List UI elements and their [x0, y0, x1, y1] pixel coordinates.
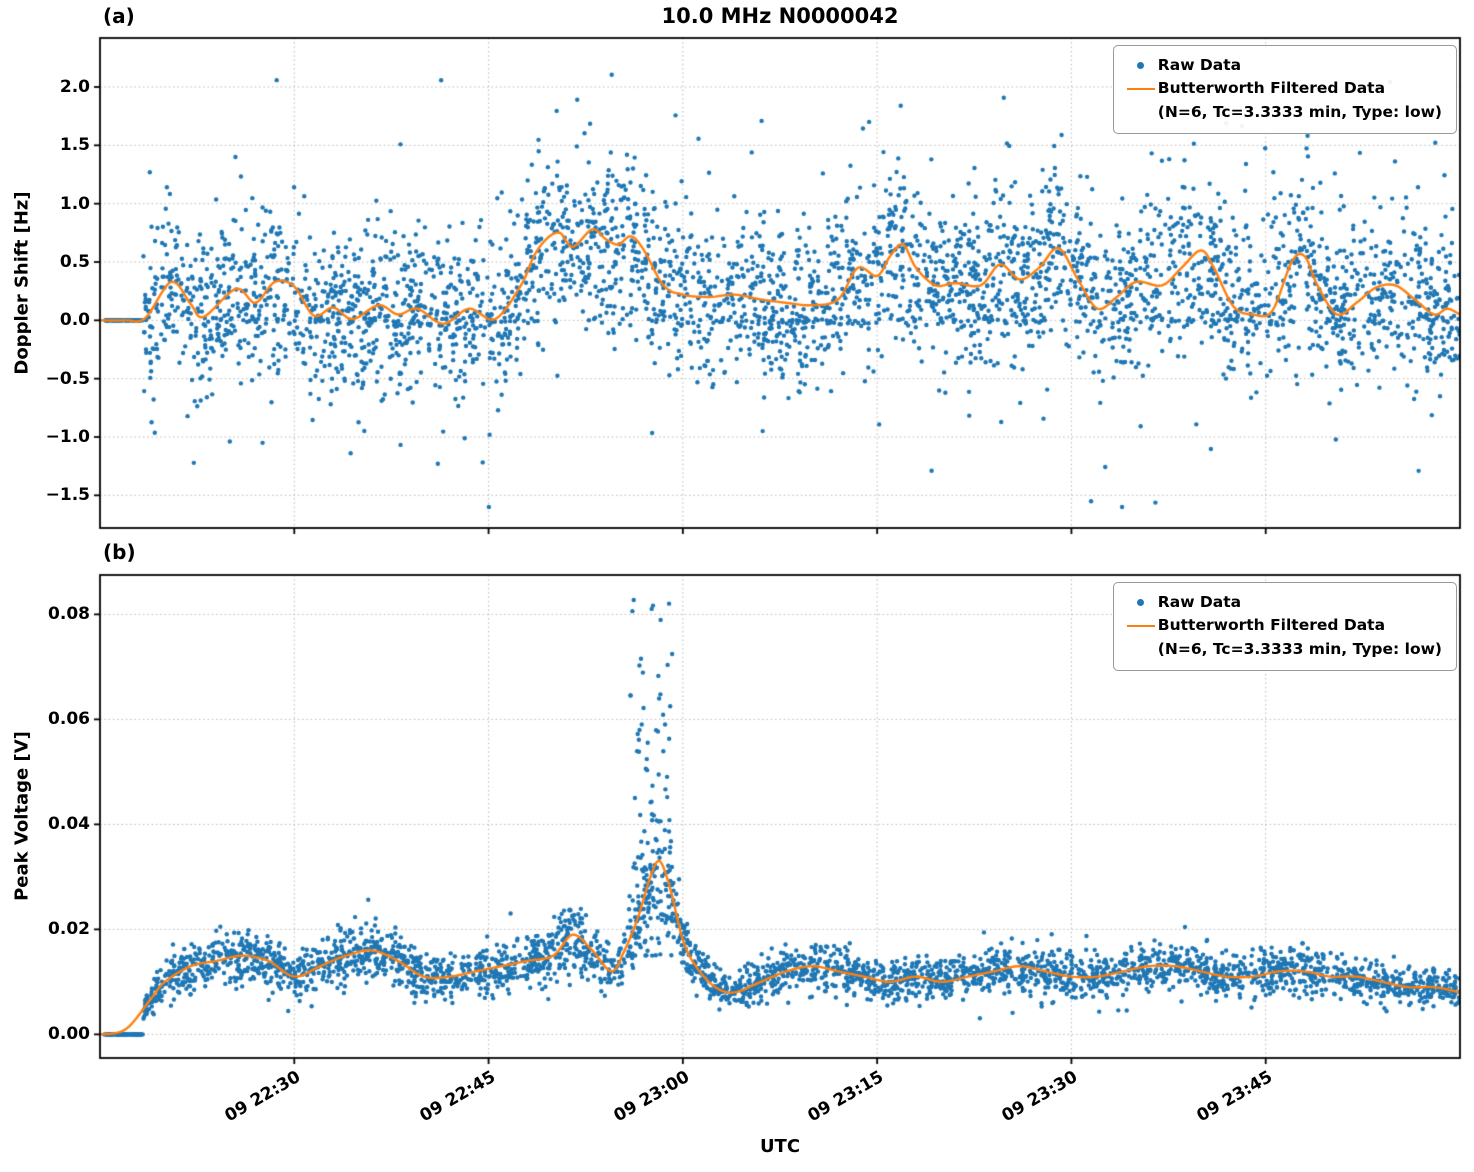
- x-axis-label: UTC: [759, 1136, 801, 1157]
- raw-data-marker-icon: [1124, 62, 1158, 70]
- y-tick-label: 1.5: [59, 135, 90, 156]
- legend-filtered-params: (N=6, Tc=3.3333 min, Type: low): [1157, 639, 1442, 658]
- y-tick-label: −0.5: [45, 368, 90, 389]
- y-tick-label: 0.00: [48, 1024, 90, 1045]
- raw-data-marker-icon: [1124, 599, 1158, 607]
- panel-b-legend: Raw Data Butterworth Filtered Data (N=6,…: [1112, 582, 1457, 671]
- y-tick-label: −1.0: [45, 427, 90, 447]
- legend-entry-raw: Raw Data: [1124, 591, 1442, 614]
- panel-a-legend: Raw Data Butterworth Filtered Data (N=6,…: [1112, 45, 1457, 134]
- y-tick-label: 0.02: [48, 919, 90, 940]
- legend-entry-filtered: Butterworth Filtered Data: [1124, 614, 1442, 637]
- y-tick-label: −1.5: [45, 485, 90, 506]
- legend-filtered-label: Butterworth Filtered Data: [1157, 79, 1386, 98]
- y-tick-label: 0.0: [59, 310, 90, 331]
- y-tick-label: 2.0: [59, 77, 90, 97]
- legend-entry-raw: Raw Data: [1124, 54, 1442, 77]
- filtered-line-marker-icon: [1124, 624, 1158, 627]
- y-tick-label: 0.5: [59, 252, 90, 272]
- panel-a-y-axis-label: Doppler Shift [Hz]: [11, 191, 33, 375]
- legend-entry-filtered: Butterworth Filtered Data: [1124, 77, 1442, 100]
- y-tick-label: 0.08: [48, 604, 90, 625]
- y-tick-label: 0.04: [48, 814, 90, 835]
- y-tick-label: 1.0: [59, 193, 90, 214]
- filtered-line-marker-icon: [1124, 87, 1158, 90]
- chart-title: 10.0 MHz N0000042: [661, 4, 899, 28]
- panel-b-label: (b): [103, 540, 136, 564]
- legend-filtered-label: Butterworth Filtered Data: [1157, 616, 1386, 635]
- panel-a-label: (a): [103, 4, 135, 28]
- legend-raw-label: Raw Data: [1157, 593, 1242, 611]
- y-tick-label: 0.06: [48, 709, 90, 730]
- legend-raw-label: Raw Data: [1157, 56, 1242, 74]
- legend-filtered-params: (N=6, Tc=3.3333 min, Type: low): [1157, 102, 1442, 121]
